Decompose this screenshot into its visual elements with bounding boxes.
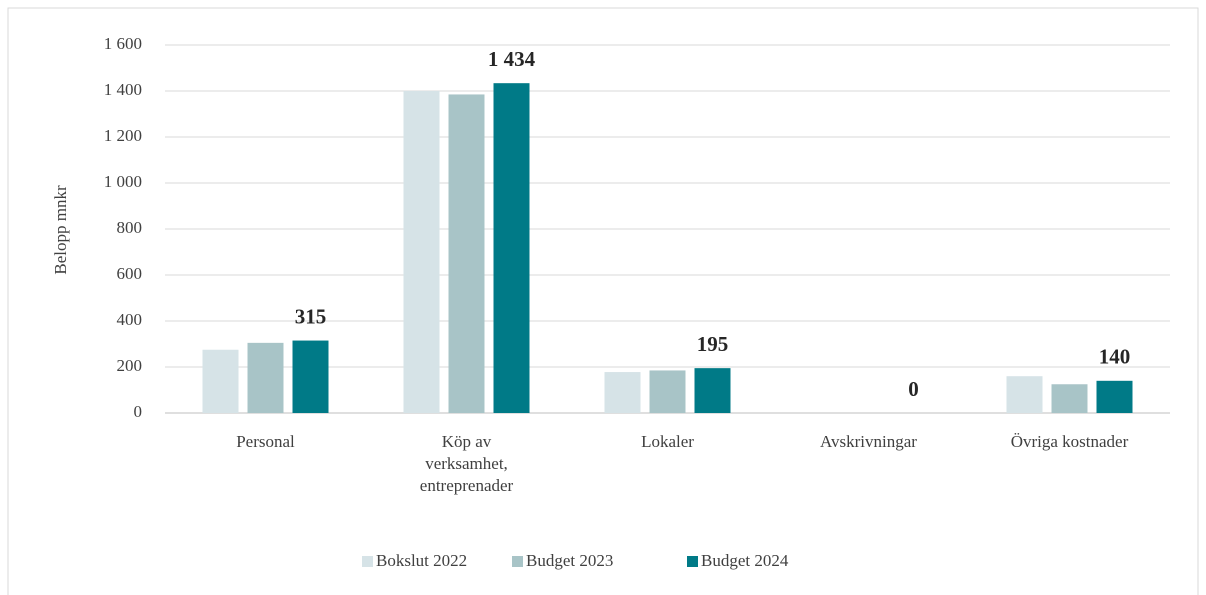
y-tick-label: 1 200 — [104, 126, 142, 145]
x-tick-label: Personal — [236, 432, 295, 451]
data-label: 1 434 — [488, 47, 536, 71]
bar — [649, 370, 686, 413]
y-tick-label: 1 000 — [104, 172, 142, 191]
bar — [292, 340, 329, 413]
legend-label: Budget 2024 — [701, 551, 789, 570]
y-tick-label: 600 — [117, 264, 143, 283]
bar — [1051, 384, 1088, 413]
y-tick-label: 800 — [117, 218, 143, 237]
bar — [694, 368, 731, 413]
bar — [448, 94, 485, 413]
y-tick-label: 0 — [134, 402, 143, 421]
bar — [403, 91, 440, 413]
x-tick-label-box: Avskrivningar — [820, 432, 917, 451]
bar — [604, 372, 641, 413]
x-tick-label-box: Personal — [236, 432, 295, 451]
bar — [1096, 380, 1133, 413]
x-tick-label: Lokaler — [641, 432, 694, 451]
y-axis-label: Belopp mnkr — [51, 185, 70, 275]
legend: Bokslut 2022 Budget 2023 Budget 2024 — [362, 551, 789, 570]
y-tick-label: 200 — [117, 356, 143, 375]
legend-label: Bokslut 2022 — [376, 551, 467, 570]
bar — [1006, 376, 1043, 413]
x-tick-label: Köp av verksamhet, entreprenader — [419, 432, 514, 495]
legend-swatch — [512, 556, 523, 567]
y-tick-label: 1 600 — [104, 34, 142, 53]
bar — [202, 349, 239, 413]
bar — [247, 342, 284, 413]
x-tick-label-box: Övriga kostnader — [1010, 432, 1129, 451]
legend-swatch — [362, 556, 373, 567]
data-label: 140 — [1099, 345, 1131, 369]
x-tick-label-box: Köp av verksamhet, entreprenader — [419, 432, 514, 495]
y-tick-label: 1 400 — [104, 80, 142, 99]
data-label: 0 — [908, 377, 919, 401]
x-tick-label: Avskrivningar — [820, 432, 917, 451]
x-tick-label: Övriga kostnader — [1010, 432, 1129, 451]
y-tick-label: 400 — [117, 310, 143, 329]
data-label: 195 — [697, 332, 729, 356]
legend-label: Budget 2023 — [526, 551, 613, 570]
data-label: 315 — [295, 304, 327, 328]
x-tick-label-box: Lokaler — [641, 432, 694, 451]
chart-frame — [7, 7, 1199, 595]
bar — [493, 83, 530, 414]
legend-swatch — [687, 556, 698, 567]
